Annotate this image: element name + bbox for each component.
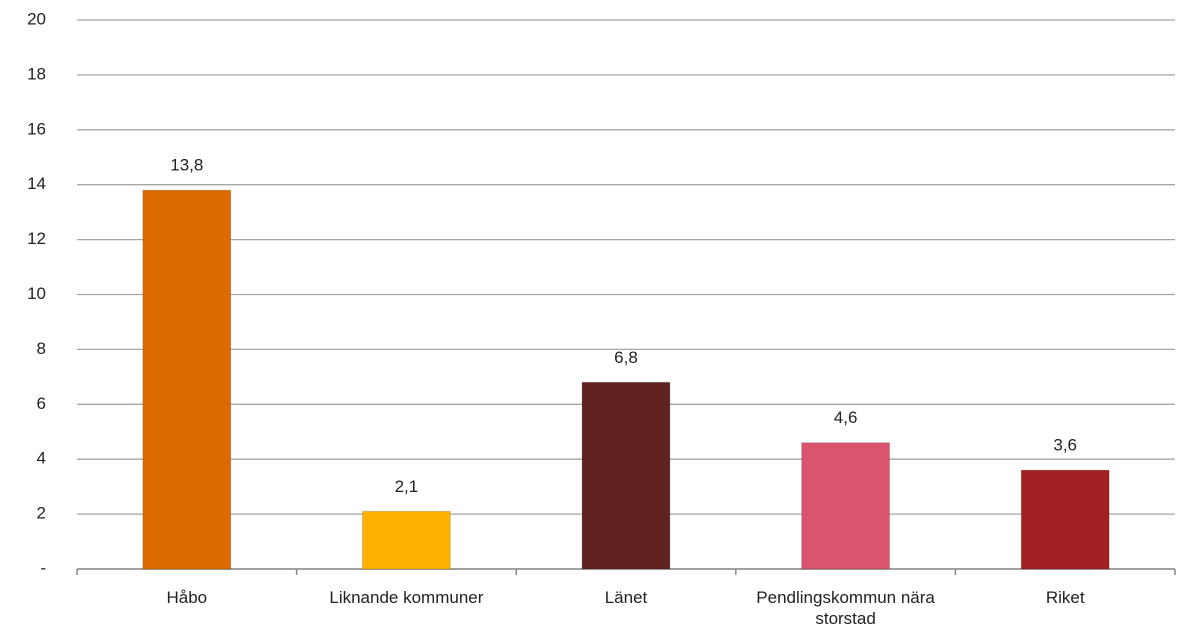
bar [1020,469,1110,570]
data-label: 4,6 [834,408,858,427]
x-tick-label: Liknande kommuner [329,588,484,607]
data-label: 13,8 [170,156,203,175]
y-tick-label: 14 [27,174,46,193]
bar [361,510,451,570]
bar [142,189,232,570]
y-tick-label: 20 [27,9,46,28]
x-tick-label: Riket [1045,588,1085,607]
y-tick-label: 18 [27,64,46,83]
bar [581,381,671,570]
data-label: 6,8 [614,348,638,367]
bar [801,442,891,570]
y-tick-label: 10 [27,284,46,303]
y-tick-label: 12 [27,229,46,248]
y-tick-label: 2 [37,504,46,523]
y-tick-label: 6 [37,394,46,413]
y-tick-label: 16 [27,119,46,138]
x-tick-label: Håbo [166,588,208,607]
data-label: 3,6 [1053,436,1077,455]
y-tick-label: 8 [37,339,46,358]
x-tick-label: Pendlingskommun nära storstad [756,588,935,628]
data-label: 2,1 [395,477,419,496]
y-tick-label: - [40,558,46,577]
y-tick-label: 4 [37,449,46,468]
x-tick-label: Länet [604,588,648,607]
